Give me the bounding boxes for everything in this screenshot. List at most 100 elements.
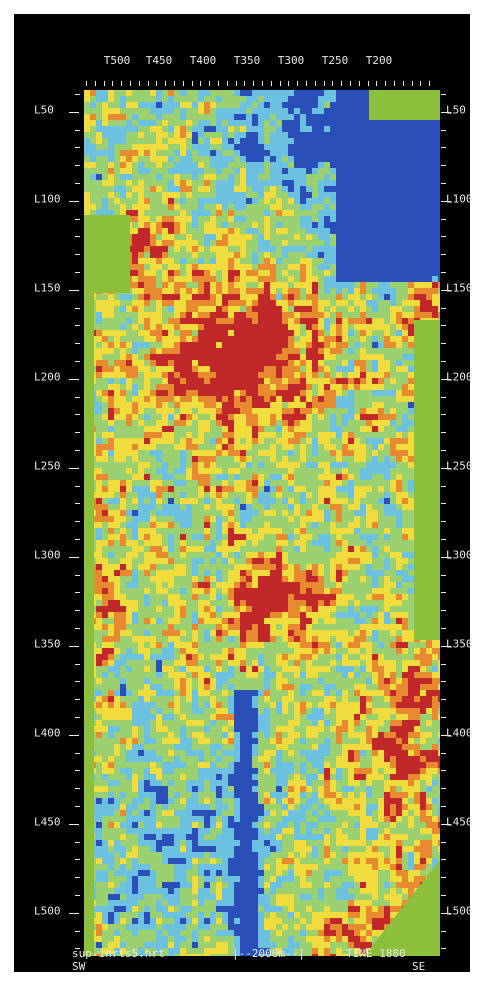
map-cell	[132, 450, 138, 456]
map-cell	[246, 354, 252, 360]
map-cell	[438, 288, 440, 294]
map-cell	[402, 516, 408, 522]
map-cell	[204, 102, 210, 108]
map-cell	[270, 462, 276, 468]
map-cell	[396, 450, 402, 456]
map-cell	[180, 108, 186, 114]
axis-tick	[441, 129, 446, 131]
map-cell	[168, 318, 174, 324]
map-cell	[126, 456, 132, 462]
axis-tick	[75, 361, 80, 362]
map-cell	[168, 228, 174, 234]
map-cell	[402, 456, 408, 462]
map-cell	[288, 390, 294, 396]
map-cell	[384, 360, 390, 366]
map-cell	[336, 156, 342, 162]
map-cell	[342, 354, 348, 360]
map-cell	[168, 444, 174, 450]
map-cell	[198, 246, 204, 252]
map-cell	[96, 528, 102, 534]
map-cell	[126, 420, 132, 426]
map-cell	[264, 282, 270, 288]
map-cell	[204, 330, 210, 336]
map-cell	[318, 210, 324, 216]
map-cell	[150, 240, 156, 246]
axis-tick	[441, 770, 446, 772]
map-cell	[228, 162, 234, 168]
map-cell	[294, 264, 300, 270]
map-cell	[384, 558, 390, 564]
map-cell	[108, 120, 114, 126]
axis-tick	[441, 823, 451, 825]
map-cell	[282, 270, 288, 276]
map-cell	[378, 192, 384, 198]
map-cell	[252, 504, 258, 510]
map-cell	[354, 126, 360, 132]
map-cell	[138, 294, 144, 300]
map-cell	[270, 168, 276, 174]
map-cell	[174, 240, 180, 246]
axis-tick	[75, 414, 80, 416]
map-cell	[384, 270, 390, 276]
map-cell	[354, 222, 360, 228]
map-cell	[300, 522, 306, 528]
map-cell	[264, 366, 270, 372]
map-cell	[102, 126, 108, 132]
map-cell	[276, 402, 282, 408]
map-cell	[222, 552, 228, 558]
map-cell	[324, 246, 330, 252]
map-cell	[270, 108, 276, 114]
map-cell	[96, 504, 102, 510]
map-cell	[360, 390, 366, 396]
map-cell	[174, 396, 180, 402]
map-cell	[216, 390, 222, 396]
map-cell	[210, 498, 216, 504]
map-cell	[408, 378, 414, 384]
map-cell	[408, 318, 414, 324]
map-cell	[186, 132, 192, 138]
map-cell	[102, 522, 108, 528]
map-cell	[354, 138, 360, 144]
map-cell	[246, 546, 252, 552]
map-cell	[264, 510, 270, 516]
map-cell	[312, 156, 318, 162]
map-cell	[408, 492, 414, 498]
map-cell	[288, 534, 294, 540]
map-cell	[198, 216, 204, 222]
map-cell	[282, 234, 288, 240]
map-cell	[264, 348, 270, 354]
map-cell	[126, 468, 132, 474]
map-cell	[324, 204, 330, 210]
map-cell	[126, 126, 132, 132]
map-cell	[276, 204, 282, 210]
map-cell	[312, 474, 318, 480]
map-cell	[246, 144, 252, 150]
map-cell	[180, 114, 186, 120]
axis-tick	[75, 610, 80, 612]
map-cell	[156, 444, 162, 450]
map-cell	[210, 138, 216, 144]
map-cell	[228, 288, 234, 294]
map-cell	[414, 222, 420, 228]
map-cell	[102, 336, 108, 342]
map-cell	[174, 210, 180, 216]
map-cell	[324, 318, 330, 324]
map-cell	[138, 444, 144, 450]
map-cell	[342, 390, 348, 396]
map-cell	[366, 564, 372, 570]
map-cell	[390, 294, 396, 300]
map-cell	[222, 354, 228, 360]
map-cell	[342, 180, 348, 186]
map-cell	[408, 348, 414, 354]
map-cell	[228, 282, 234, 288]
map-cell	[198, 522, 204, 528]
map-cell	[276, 228, 282, 234]
map-cell	[150, 414, 156, 420]
map-cell	[174, 420, 180, 426]
map-cell	[258, 126, 264, 132]
map-cell	[276, 366, 282, 372]
map-cell	[156, 276, 162, 282]
map-cell	[162, 528, 168, 534]
map-cell	[234, 102, 240, 108]
map-cell	[336, 252, 342, 258]
